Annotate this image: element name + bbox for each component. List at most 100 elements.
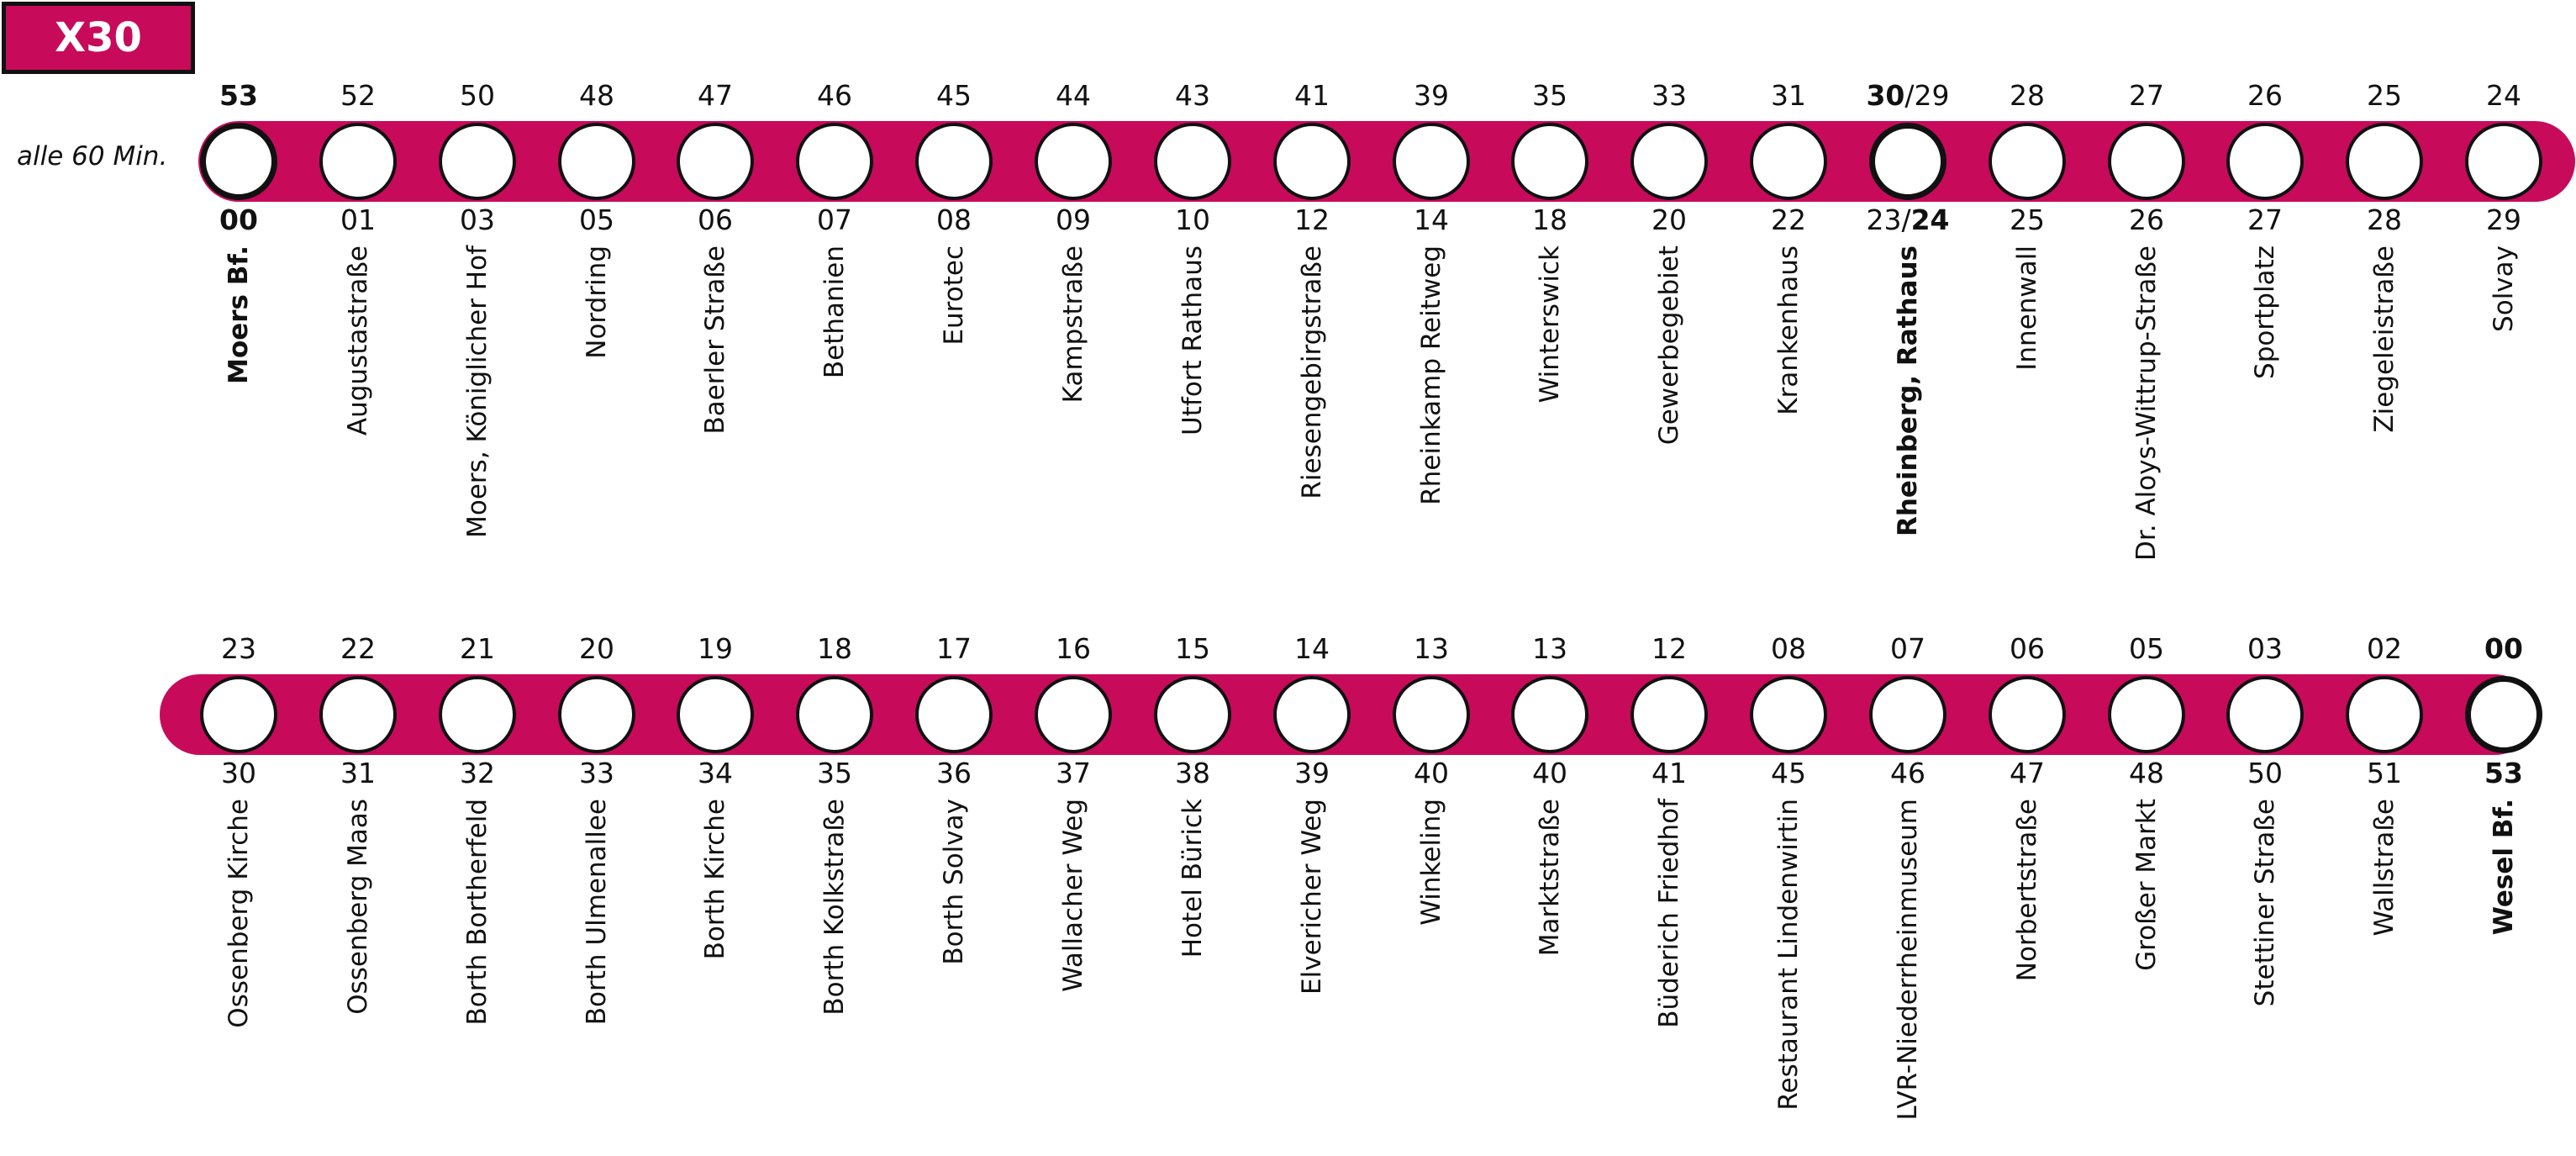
stop-marker[interactable] xyxy=(1035,123,1112,200)
departure-time-top: 25 xyxy=(2367,79,2402,112)
departure-time-bottom: 09 xyxy=(1056,203,1091,236)
stop-marker[interactable] xyxy=(1630,676,1708,753)
stop-marker[interactable] xyxy=(1273,123,1351,200)
departure-time-bottom: 14 xyxy=(1414,203,1449,236)
stop-marker[interactable] xyxy=(1035,676,1112,753)
departure-time-top: 53 xyxy=(219,79,258,112)
departure-time-bottom: 30 xyxy=(221,757,256,789)
stop-name: Baerler Straße xyxy=(700,245,730,435)
stop-name: Riesengebirgstraße xyxy=(1297,245,1327,499)
stop-marker[interactable] xyxy=(677,123,754,200)
stop-name: Eurotec xyxy=(939,245,969,346)
departure-time-top: 26 xyxy=(2247,79,2283,112)
departure-time-bottom: 40 xyxy=(1414,757,1449,789)
stop-marker[interactable] xyxy=(439,676,516,753)
departure-time-bottom: 00 xyxy=(219,203,258,236)
departure-time-bottom: 34 xyxy=(698,757,733,789)
stop-marker[interactable] xyxy=(1630,123,1708,200)
departure-time-top: 05 xyxy=(2129,632,2164,665)
stop-name: Restaurant Lindenwirtin xyxy=(1773,799,1804,1111)
time-bottom-part-a: 23 xyxy=(1866,203,1902,236)
departure-time-top: 17 xyxy=(936,632,972,665)
stop-marker[interactable] xyxy=(1869,676,1946,753)
stop-marker[interactable] xyxy=(915,123,993,200)
stop-name: Kampstraße xyxy=(1058,245,1088,404)
stop-marker[interactable] xyxy=(1511,123,1588,200)
stop-marker[interactable] xyxy=(2108,676,2185,753)
departure-time-bottom: 20 xyxy=(1651,203,1687,236)
stop-name: Bethanien xyxy=(819,245,850,379)
stop-marker[interactable] xyxy=(1750,123,1827,200)
departure-time-top: 02 xyxy=(2367,632,2402,665)
departure-time-bottom: 32 xyxy=(460,757,495,789)
stop-name: Nordring xyxy=(582,245,612,359)
departure-time-top: 50 xyxy=(460,79,495,112)
stop-marker[interactable] xyxy=(319,676,397,753)
stop-marker[interactable] xyxy=(915,676,993,753)
stop-marker[interactable] xyxy=(1989,123,2066,200)
departure-time-bottom: 29 xyxy=(2486,203,2521,236)
stop-marker[interactable] xyxy=(2465,676,2542,753)
departure-time-bottom: 47 xyxy=(2010,757,2045,789)
route-band-row-1 xyxy=(198,121,2575,202)
stop-marker[interactable] xyxy=(2346,123,2423,200)
stop-marker[interactable] xyxy=(1393,123,1470,200)
stop-name: Wallacher Weg xyxy=(1058,799,1088,992)
stop-marker[interactable] xyxy=(439,123,516,200)
departure-time-top: 24 xyxy=(2486,79,2521,112)
departure-time-top: 07 xyxy=(1890,632,1925,665)
departure-time-top: 13 xyxy=(1414,632,1449,665)
stop-name: Elvericher Weg xyxy=(1297,799,1327,995)
departure-time-bottom: 26 xyxy=(2129,203,2164,236)
stop-name: LVR-Niederrheinmuseum xyxy=(1893,799,1923,1121)
stop-name: Borth Kolkstraße xyxy=(819,799,850,1016)
departure-time-top: 19 xyxy=(698,632,733,665)
stop-marker[interactable] xyxy=(2108,123,2185,200)
stop-marker[interactable] xyxy=(558,123,635,200)
stop-marker[interactable] xyxy=(1154,123,1231,200)
departure-time-top: 52 xyxy=(340,79,376,112)
stop-marker[interactable] xyxy=(558,676,635,753)
departure-time-top: 08 xyxy=(1771,632,1806,665)
stop-name: Augustastraße xyxy=(343,245,373,436)
stop-marker[interactable] xyxy=(1154,676,1231,753)
interval-label: alle 60 Min. xyxy=(17,141,168,172)
stop-marker[interactable] xyxy=(200,123,277,200)
stop-marker[interactable] xyxy=(2226,123,2304,200)
stop-marker[interactable] xyxy=(2465,123,2542,200)
stop-name: Marktstraße xyxy=(1535,799,1565,957)
departure-time-bottom: 25 xyxy=(2010,203,2045,236)
departure-time-top: 41 xyxy=(1294,79,1330,112)
stop-marker[interactable] xyxy=(1869,123,1946,200)
stop-name: Rheinkamp Reitweg xyxy=(1416,245,1446,505)
departure-time-top: 39 xyxy=(1414,79,1449,112)
departure-time-bottom: 18 xyxy=(1532,203,1567,236)
stop-marker[interactable] xyxy=(1511,676,1588,753)
stop-marker[interactable] xyxy=(796,123,873,200)
departure-time-bottom: 36 xyxy=(936,757,972,789)
stop-marker[interactable] xyxy=(2346,676,2423,753)
stop-name: Utfort Rathaus xyxy=(1177,245,1208,435)
departure-time-top: 48 xyxy=(579,79,614,112)
stop-marker[interactable] xyxy=(1393,676,1470,753)
stop-name: Moers Bf. xyxy=(224,245,254,384)
stop-marker[interactable] xyxy=(2226,676,2304,753)
departure-time-top: 35 xyxy=(1532,79,1567,112)
departure-time-top: 47 xyxy=(698,79,733,112)
stop-marker[interactable] xyxy=(1989,676,2066,753)
stop-name: Sportplatz xyxy=(2250,245,2280,379)
stop-name: Büderich Friedhof xyxy=(1654,799,1684,1028)
departure-time-top: 22 xyxy=(340,632,376,665)
stop-marker[interactable] xyxy=(200,676,277,753)
stop-marker[interactable] xyxy=(1273,676,1351,753)
departure-time-top: 18 xyxy=(817,632,852,665)
stop-marker[interactable] xyxy=(796,676,873,753)
stop-marker[interactable] xyxy=(677,676,754,753)
departure-time-bottom: 05 xyxy=(579,203,614,236)
departure-time-bottom: 35 xyxy=(817,757,852,789)
time-top-part-a: 30 xyxy=(1866,79,1905,112)
departure-time-bottom: 06 xyxy=(698,203,733,236)
stop-marker[interactable] xyxy=(1750,676,1827,753)
departure-time-bottom: 03 xyxy=(460,203,495,236)
stop-marker[interactable] xyxy=(319,123,397,200)
